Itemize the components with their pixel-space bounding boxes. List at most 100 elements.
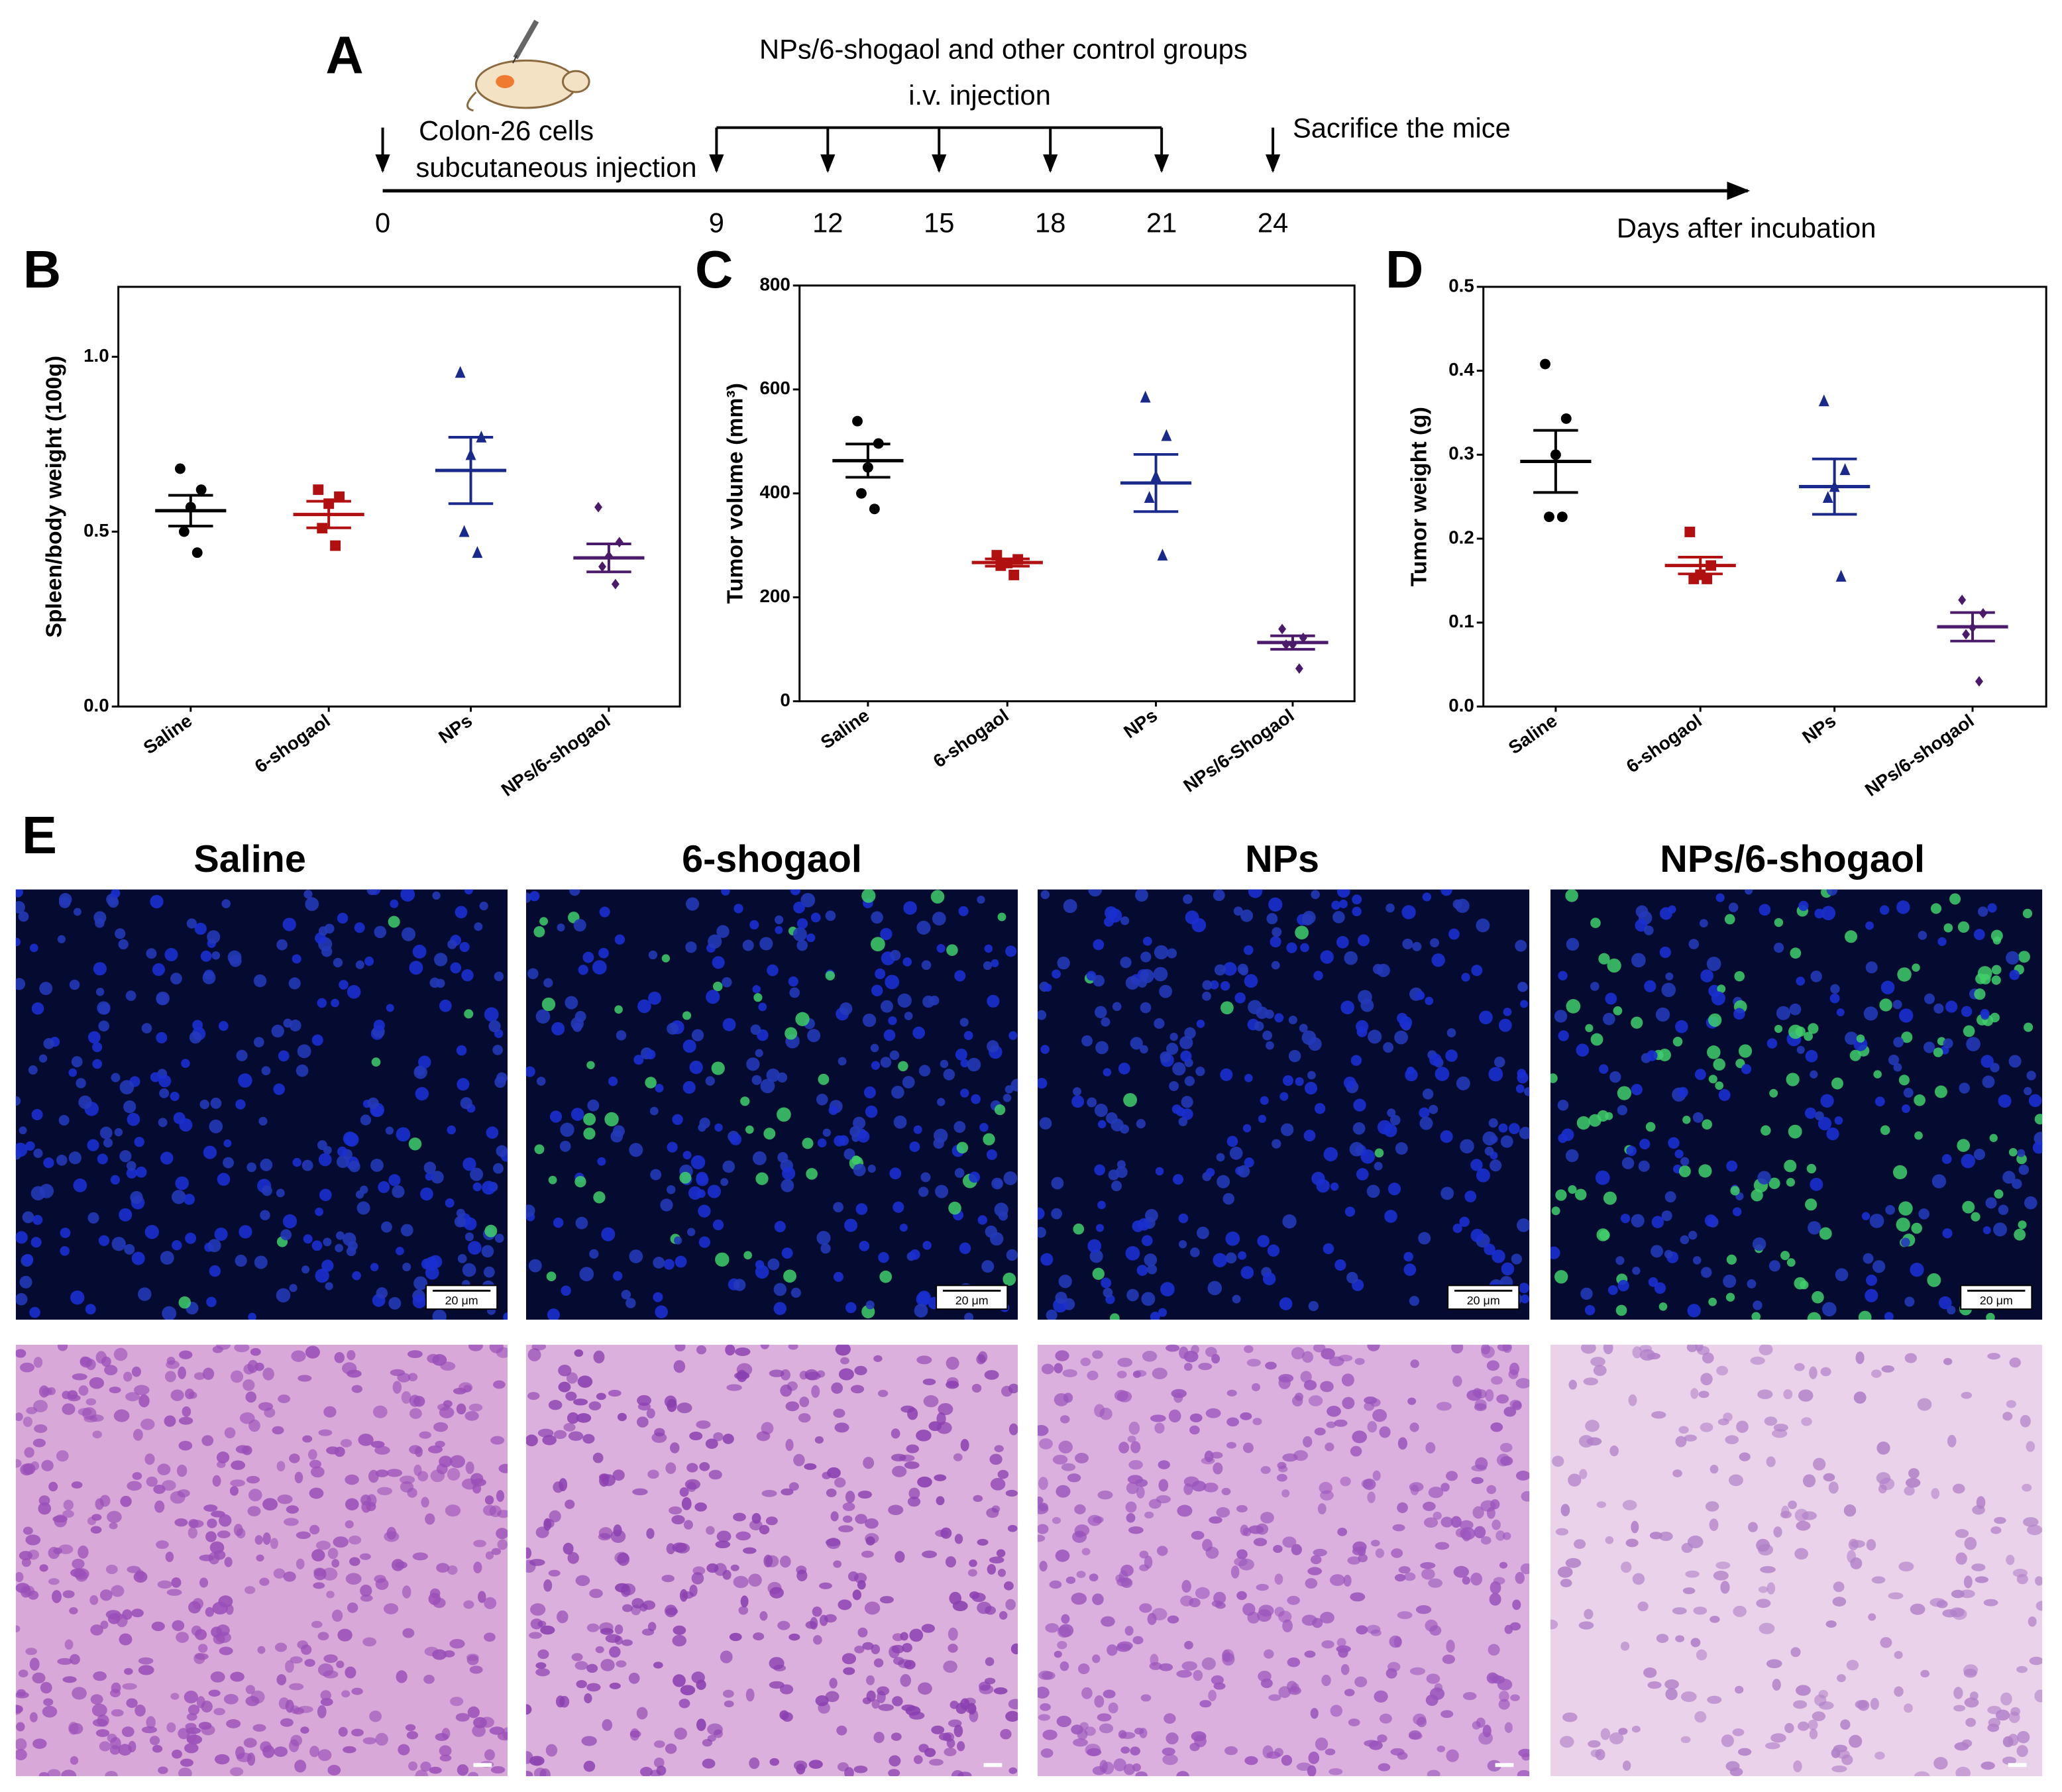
cell-nucleus: [593, 1191, 606, 1204]
cell-nucleus: [800, 892, 816, 908]
cell-nucleus: [785, 1027, 798, 1040]
cell-nucleus: [402, 1262, 411, 1271]
cell-nucleus: [969, 1171, 980, 1183]
cell-nucleus: [1994, 1516, 2006, 1524]
cell-nucleus: [2023, 1517, 2039, 1527]
cell-nucleus: [1734, 971, 1745, 982]
cell-nucleus: [412, 1552, 429, 1561]
cell-nucleus: [1185, 910, 1199, 925]
cell-nucleus: [313, 1582, 325, 1589]
cell-nucleus: [1880, 1125, 1890, 1135]
cell-nucleus: [1067, 1473, 1081, 1483]
cell-nucleus: [1902, 1104, 1910, 1114]
cell-nucleus: [1153, 967, 1168, 982]
cell-nucleus: [111, 1236, 126, 1251]
cell-nucleus: [637, 999, 651, 1014]
cell-nucleus: [409, 961, 423, 975]
cell-nucleus: [1042, 1729, 1058, 1740]
cell-nucleus: [833, 1408, 845, 1418]
cell-nucleus: [904, 1660, 916, 1669]
image-background: [15, 889, 508, 1320]
cell-nucleus: [1780, 1251, 1790, 1261]
cell-nucleus: [1301, 1351, 1314, 1363]
cell-nucleus: [57, 1344, 68, 1351]
cell-nucleus: [602, 1718, 613, 1731]
scale-bar-label: 20 μm: [1980, 1294, 2013, 1307]
he-image: [15, 1344, 508, 1777]
cell-nucleus: [1945, 1000, 1958, 1013]
cell-nucleus: [1262, 1272, 1276, 1286]
cell-nucleus: [1244, 974, 1258, 988]
cell-nucleus: [347, 1602, 358, 1613]
cell-nucleus: [722, 1018, 736, 1031]
cell-nucleus: [965, 1704, 977, 1713]
cell-nucleus: [991, 959, 999, 968]
cell-nucleus: [1073, 1738, 1089, 1747]
cell-nucleus: [1894, 1651, 1903, 1660]
cell-nucleus: [1664, 1679, 1679, 1689]
cell-nucleus: [34, 1424, 48, 1434]
cell-nucleus: [1120, 957, 1132, 969]
cell-nucleus: [1162, 1747, 1175, 1756]
cell-nucleus: [372, 1405, 388, 1418]
cell-nucleus: [529, 1632, 542, 1639]
cell-nucleus: [2026, 1441, 2035, 1452]
cell-nucleus: [277, 1494, 293, 1504]
cell-nucleus: [1260, 1096, 1269, 1105]
cell-nucleus: [922, 995, 935, 1008]
cell-nucleus: [221, 899, 231, 908]
cell-nucleus: [570, 1108, 584, 1121]
cell-nucleus: [1498, 1699, 1510, 1710]
cell-nucleus: [571, 1653, 583, 1661]
cell-nucleus: [1949, 893, 1961, 905]
cell-nucleus: [30, 1237, 42, 1248]
cell-nucleus: [1503, 1406, 1517, 1417]
cell-nucleus: [207, 1518, 217, 1528]
cell-nucleus: [284, 1518, 299, 1526]
cell-nucleus: [310, 1466, 325, 1478]
cell-nucleus: [1140, 1002, 1152, 1014]
cell-nucleus: [531, 1344, 547, 1351]
cell-nucleus: [253, 974, 267, 988]
cell-nucleus: [1195, 1067, 1205, 1077]
cell-nucleus: [1291, 1683, 1299, 1693]
cell-nucleus: [1733, 1008, 1745, 1020]
cell-nucleus: [311, 1240, 323, 1251]
cell-nucleus: [1497, 1679, 1513, 1691]
cell-nucleus: [1677, 1086, 1688, 1098]
cell-nucleus: [1128, 1526, 1144, 1534]
cell-nucleus: [90, 1526, 102, 1534]
cell-nucleus: [1874, 1752, 1885, 1760]
cell-nucleus: [1094, 1006, 1107, 1019]
cell-nucleus: [1267, 1244, 1280, 1257]
cell-nucleus: [223, 1157, 235, 1169]
cell-nucleus: [425, 1513, 435, 1525]
cell-nucleus: [1933, 1757, 1948, 1770]
cell-nucleus: [1323, 1147, 1338, 1162]
cell-nucleus: [781, 1247, 793, 1259]
cell-nucleus: [2000, 1692, 2012, 1706]
cell-nucleus: [320, 1690, 331, 1701]
cell-nucleus: [449, 1639, 465, 1649]
cell-nucleus: [1625, 1538, 1639, 1548]
cell-nucleus: [1409, 1422, 1419, 1432]
cell-nucleus: [164, 1415, 176, 1427]
cell-nucleus: [749, 1757, 760, 1769]
cell-nucleus: [126, 1167, 137, 1179]
cell-nucleus: [199, 1099, 209, 1110]
cell-nucleus: [211, 1510, 225, 1518]
cell-nucleus: [1040, 1748, 1054, 1758]
cell-nucleus: [1826, 889, 1838, 896]
cell-nucleus: [1766, 1659, 1782, 1669]
cell-nucleus: [1221, 1001, 1234, 1015]
cell-nucleus: [706, 1526, 715, 1535]
cell-nucleus: [1720, 1581, 1730, 1594]
cell-nucleus: [22, 1253, 34, 1265]
cell-nucleus: [274, 1746, 288, 1757]
cell-nucleus: [567, 1412, 579, 1424]
cell-nucleus: [586, 1663, 598, 1673]
cell-nucleus: [788, 1344, 798, 1350]
cell-nucleus: [271, 1024, 284, 1038]
cell-nucleus: [822, 1128, 831, 1137]
cell-nucleus: [170, 973, 182, 985]
